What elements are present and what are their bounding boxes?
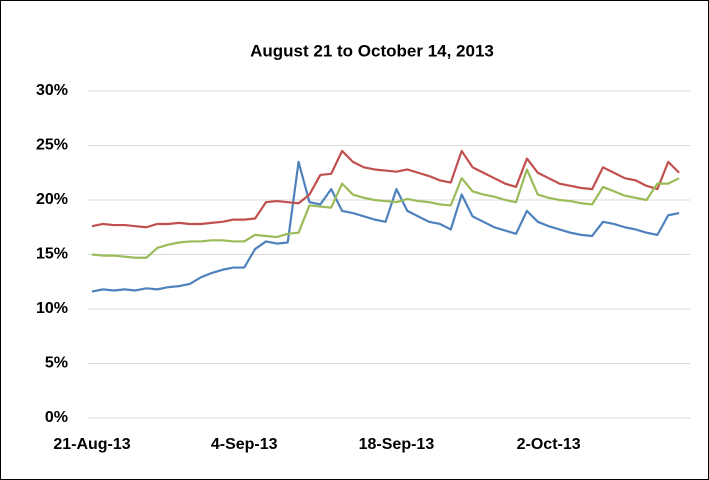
series-line	[91, 149, 680, 229]
series-line	[91, 160, 680, 293]
y-tick-label: 0%	[45, 409, 68, 426]
y-tick-label: 15%	[36, 246, 68, 263]
y-tick-label: 25%	[36, 137, 68, 154]
y-tick-label: 20%	[36, 191, 68, 208]
y-tick-label: 10%	[36, 300, 68, 317]
x-tick-label: 21-Aug-13	[53, 436, 130, 453]
series-line	[91, 168, 680, 259]
y-tick-label: 30%	[36, 82, 68, 99]
x-tick-label: 18-Sep-13	[359, 436, 435, 453]
chart-title: August 21 to October 14, 2013	[250, 41, 494, 60]
x-tick-label: 4-Sep-13	[211, 436, 278, 453]
y-tick-label: 5%	[45, 355, 68, 372]
x-tick-label: 2-Oct-13	[517, 436, 581, 453]
